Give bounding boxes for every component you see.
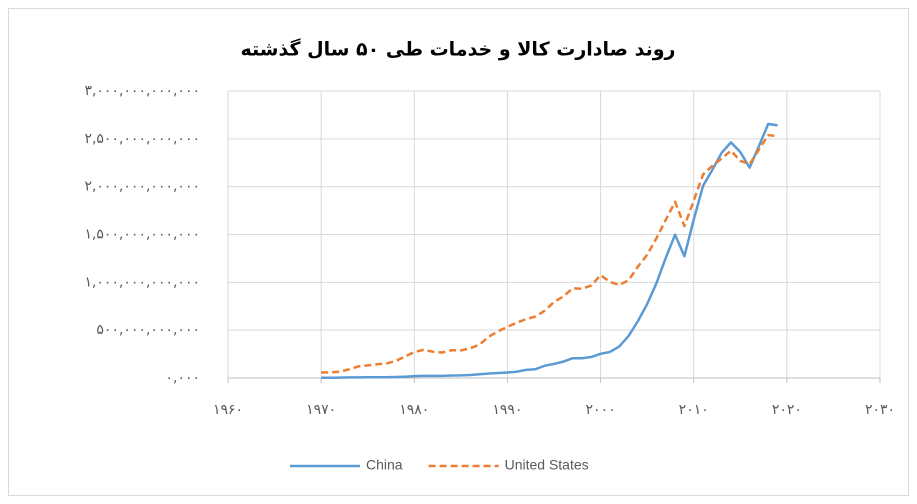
x-tick-label: ۱۹۷۰ <box>306 402 336 418</box>
y-tick-label: ۵۰۰,۰۰۰,۰۰۰,۰۰۰ <box>96 322 200 338</box>
x-tick-label: ۲۰۳۰ <box>865 402 895 418</box>
x-tick-label: ۲۰۱۰ <box>679 402 709 418</box>
legend-label: China <box>366 457 403 473</box>
x-tick-label: ۱۹۶۰ <box>213 402 243 418</box>
x-tick-label: ۱۹۸۰ <box>399 402 429 418</box>
x-tick-label: ۱۹۹۰ <box>492 402 522 418</box>
chart-title: روند صادارت کالا و خدمات طی ۵۰ سال گذشته <box>241 38 676 61</box>
legend-label: United States <box>505 457 589 473</box>
chart-border <box>8 8 909 496</box>
y-tick-label: ۱,۰۰۰,۰۰۰,۰۰۰,۰۰۰ <box>84 274 200 290</box>
y-tick-label: ۲,۵۰۰,۰۰۰,۰۰۰,۰۰۰ <box>84 131 200 147</box>
y-tick-label: ۲,۰۰۰,۰۰۰,۰۰۰,۰۰۰ <box>84 179 200 195</box>
series-line <box>321 133 778 374</box>
series-line <box>321 122 778 380</box>
x-tick-label: ۲۰۰۰ <box>586 402 616 418</box>
y-tick-label: ۰,۰۰۰ <box>165 370 200 386</box>
x-tick-label: ۲۰۲۰ <box>772 402 802 418</box>
y-tick-label: ۱,۵۰۰,۰۰۰,۰۰۰,۰۰۰ <box>84 227 200 243</box>
y-tick-label: ۳,۰۰۰,۰۰۰,۰۰۰,۰۰۰ <box>84 83 200 99</box>
